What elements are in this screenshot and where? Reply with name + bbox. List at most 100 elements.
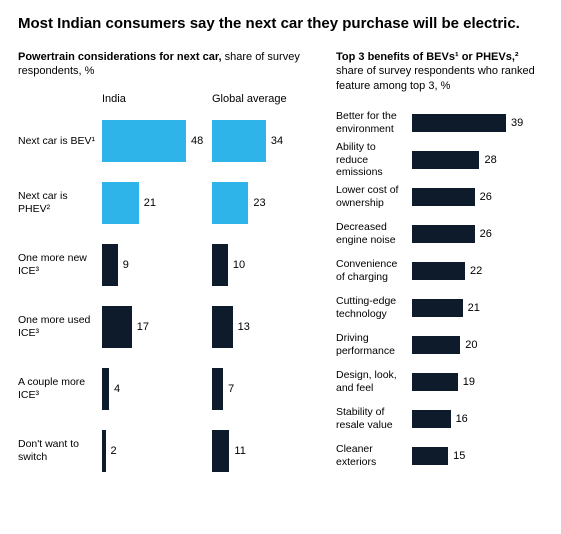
left-rows: Next car is BEV¹4834Next car is PHEV²212…: [18, 115, 318, 477]
india-bar-cell: 17: [102, 306, 212, 348]
right-bar: [412, 188, 475, 206]
left-row: One more new ICE³910: [18, 239, 318, 291]
global-bar-value: 13: [238, 321, 250, 333]
india-bar: [102, 182, 139, 224]
global-bar-cell: 10: [212, 244, 318, 286]
right-row-label: Cleaner exteriors: [336, 443, 412, 468]
right-row: Stability of resale value 16: [336, 404, 543, 434]
right-row: Ability to reduce emissions28: [336, 145, 543, 175]
right-bar-value: 26: [480, 228, 492, 240]
left-subtitle-bold: Powertrain considerations for next car,: [18, 51, 222, 63]
global-bar-value: 23: [253, 197, 265, 209]
right-bar-value: 26: [480, 191, 492, 203]
right-bar: [412, 373, 458, 391]
right-bar-value: 19: [463, 376, 475, 388]
left-row-label: Don't want to switch: [18, 438, 102, 464]
global-bar-value: 10: [233, 259, 245, 271]
chart-title: Most Indian consumers say the next car t…: [18, 14, 543, 34]
global-bar-value: 34: [271, 135, 283, 147]
right-row: Convenience of charging 22: [336, 256, 543, 286]
right-bar-value: 21: [468, 302, 480, 314]
right-row-label: Driving performance: [336, 332, 412, 357]
global-bar-value: 7: [228, 383, 234, 395]
global-bar: [212, 430, 229, 472]
right-bar-wrap: 16: [412, 410, 543, 428]
right-row-label: Design, look, and feel: [336, 369, 412, 394]
right-row-label: Convenience of charging: [336, 258, 412, 283]
global-bar-cell: 11: [212, 430, 318, 472]
global-bar-cell: 34: [212, 120, 318, 162]
right-bar-wrap: 28: [412, 151, 543, 169]
india-bar-value: 4: [114, 383, 120, 395]
right-row: Design, look, and feel 19: [336, 367, 543, 397]
right-bar-wrap: 26: [412, 188, 543, 206]
india-bar: [102, 306, 132, 348]
right-bar-value: 28: [484, 154, 496, 166]
india-bar-cell: 21: [102, 182, 212, 224]
left-row: Next car is PHEV² 21 23: [18, 177, 318, 229]
right-bar-value: 16: [456, 413, 468, 425]
india-bar-cell: 4: [102, 368, 212, 410]
right-chart: Top 3 benefits of BEVs¹ or PHEVs,² share…: [336, 50, 543, 488]
left-row: A couple more ICE³ 4 7: [18, 363, 318, 415]
right-bar: [412, 410, 451, 428]
right-row-label: Lower cost of ownership: [336, 184, 412, 209]
right-bar: [412, 447, 448, 465]
right-row-label: Better for the environment: [336, 110, 412, 135]
right-row: Lower cost of ownership 26: [336, 182, 543, 212]
india-bar: [102, 244, 118, 286]
right-bar-wrap: 39: [412, 114, 543, 132]
right-bar: [412, 225, 475, 243]
right-bar: [412, 151, 479, 169]
global-bar-cell: 23: [212, 182, 318, 224]
left-row: Don't want to switch 2 11: [18, 425, 318, 477]
india-bar-value: 48: [191, 135, 203, 147]
right-bar-value: 39: [511, 117, 523, 129]
global-bar: [212, 368, 223, 410]
right-bar: [412, 114, 506, 132]
right-bar: [412, 336, 460, 354]
right-bar-wrap: 21: [412, 299, 543, 317]
left-row: One more used ICE³ 17 13: [18, 301, 318, 353]
india-bar: [102, 430, 106, 472]
right-row-label: Decreased engine noise: [336, 221, 412, 246]
left-row-label: A couple more ICE³: [18, 376, 102, 402]
india-bar-value: 21: [144, 197, 156, 209]
global-bar: [212, 182, 248, 224]
left-row: Next car is BEV¹4834: [18, 115, 318, 167]
left-row-label: One more used ICE³: [18, 314, 102, 340]
global-bar: [212, 244, 228, 286]
right-subtitle: Top 3 benefits of BEVs¹ or PHEVs,² share…: [336, 50, 543, 95]
right-bar-wrap: 19: [412, 373, 543, 391]
right-bar-wrap: 22: [412, 262, 543, 280]
left-subtitle: Powertrain considerations for next car, …: [18, 50, 318, 80]
right-bar-value: 15: [453, 450, 465, 462]
right-row-label: Ability to reduce emissions: [336, 141, 412, 179]
india-bar-value: 2: [111, 445, 117, 457]
right-subtitle-light: share of survey respondents who ranked f…: [336, 65, 535, 92]
right-row: Decreased engine noise 26: [336, 219, 543, 249]
right-row-label: Stability of resale value: [336, 406, 412, 431]
global-bar-cell: 7: [212, 368, 318, 410]
header-global: Global average: [212, 93, 318, 105]
right-bar-value: 20: [465, 339, 477, 351]
india-bar-cell: 48: [102, 120, 212, 162]
global-bar-value: 11: [234, 445, 245, 457]
header-india: India: [102, 93, 212, 105]
global-bar: [212, 306, 233, 348]
global-bar: [212, 120, 266, 162]
right-row: Cutting-edge technology21: [336, 293, 543, 323]
india-bar: [102, 368, 109, 410]
left-column-headers: India Global average: [18, 93, 318, 105]
india-bar-value: 17: [137, 321, 149, 333]
left-row-label: Next car is PHEV²: [18, 190, 102, 216]
right-subtitle-bold: Top 3 benefits of BEVs¹ or PHEVs,²: [336, 51, 519, 63]
right-row: Better for the environment 39: [336, 108, 543, 138]
right-row: Driving performance 20: [336, 330, 543, 360]
right-bar-value: 22: [470, 265, 482, 277]
right-bar: [412, 262, 465, 280]
india-bar: [102, 120, 186, 162]
right-bar-wrap: 15: [412, 447, 543, 465]
india-bar-value: 9: [123, 259, 129, 271]
left-chart: Powertrain considerations for next car, …: [18, 50, 318, 488]
